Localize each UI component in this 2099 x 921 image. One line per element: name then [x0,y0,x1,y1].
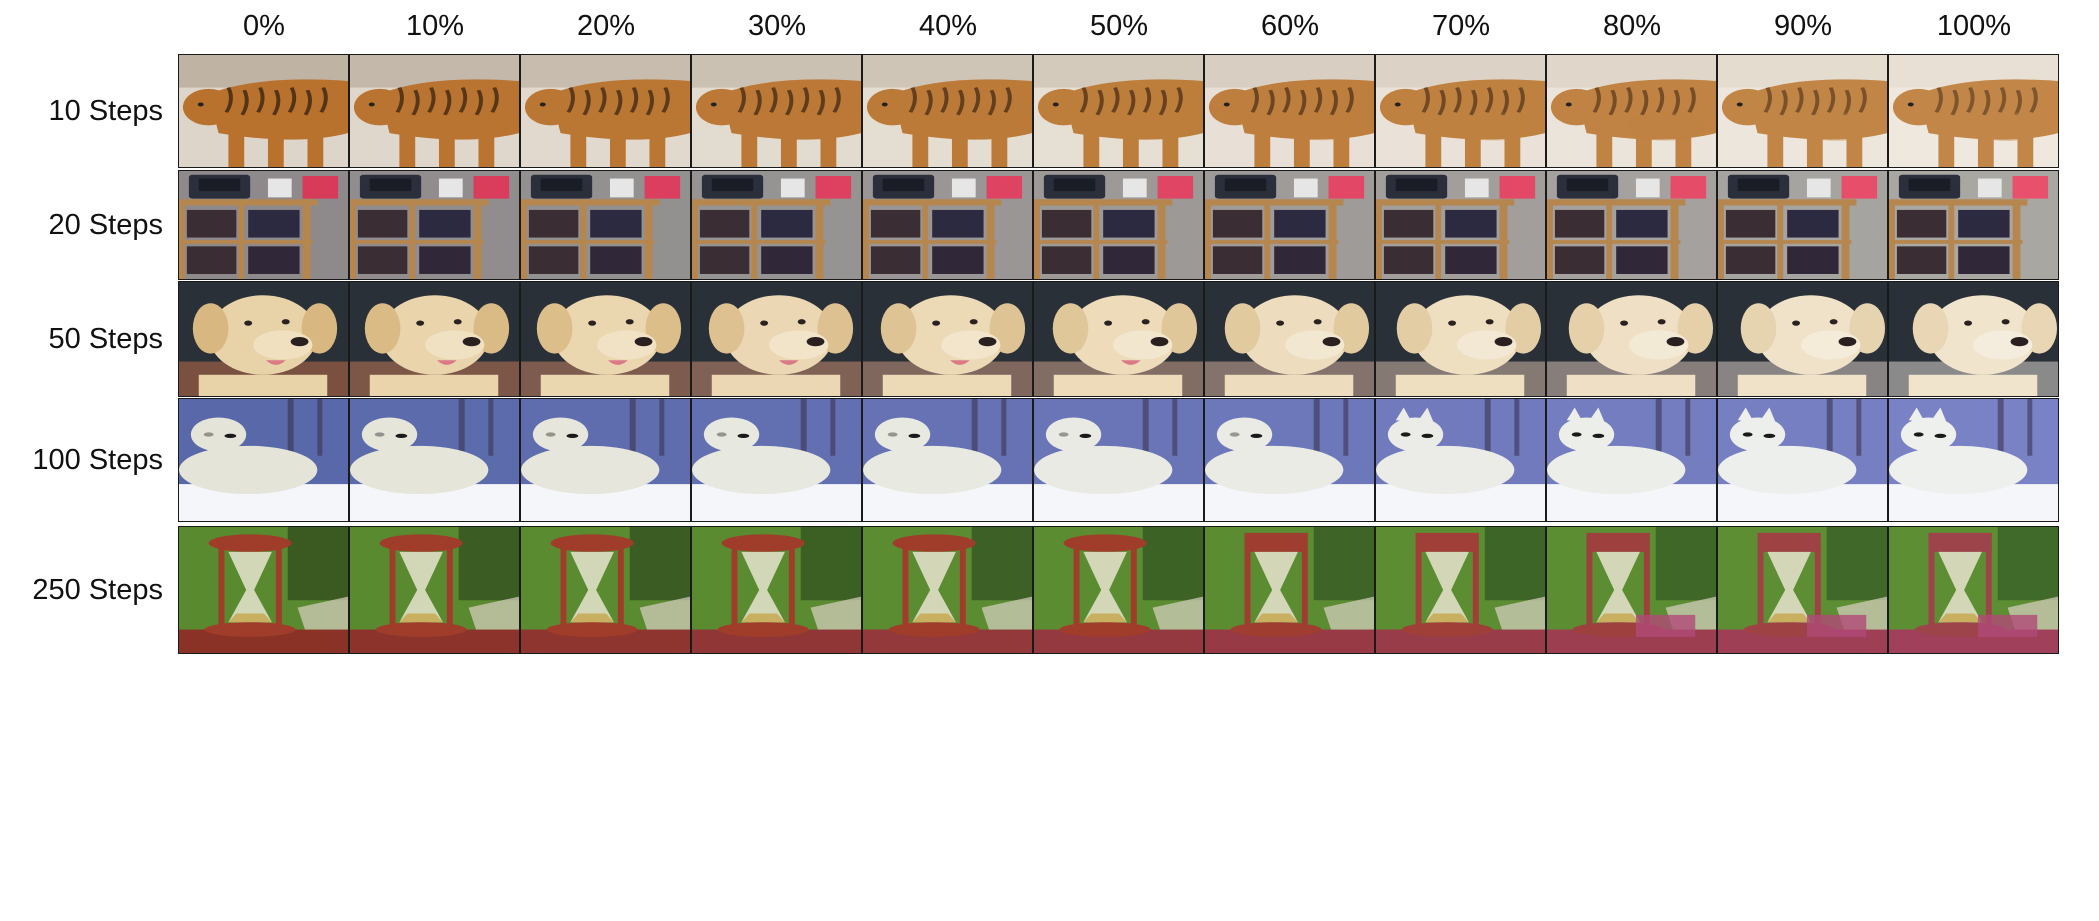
column-header: 80% [1602,10,1662,42]
generated-image-hourglass-on-grass [1204,526,1375,654]
generated-image-shelf-with-printers [1204,170,1375,280]
column-header: 40% [918,10,978,42]
generated-image-golden-retriever [1888,281,2059,397]
generated-image-golden-retriever [862,281,1033,397]
generated-image-shelf-with-printers [1546,170,1717,280]
generated-image-arctic-fox-in-snow [1888,398,2059,522]
generated-image-golden-retriever [1717,281,1888,397]
generated-image-golden-retriever [691,281,862,397]
generated-image-tiger-in-snow [520,54,691,168]
generated-image-tiger-in-snow [349,54,520,168]
generated-image-shelf-with-printers [349,170,520,280]
column-header: 30% [747,10,807,42]
column-header: 70% [1431,10,1491,42]
generated-image-golden-retriever [520,281,691,397]
generated-image-shelf-with-printers [1888,170,2059,280]
column-headers: 0% 10% 20% 30% 40% 50% 60% 70% 80% 90% 100% [0,0,2099,54]
generated-image-golden-retriever [1375,281,1546,397]
generated-image-shelf-with-printers [520,170,691,280]
column-header: 20% [576,10,636,42]
generated-image-arctic-fox-in-snow [349,398,520,522]
generated-image-tiger-in-snow [691,54,862,168]
generated-image-shelf-with-printers [178,170,349,280]
generated-image-hourglass-on-grass [1375,526,1546,654]
generated-image-golden-retriever [1204,281,1375,397]
generated-image-hourglass-on-grass [520,526,691,654]
column-header: 100% [1936,10,2012,42]
generated-image-golden-retriever [178,281,349,397]
column-header: 90% [1773,10,1833,42]
column-header: 10% [405,10,465,42]
generated-image-hourglass-on-grass [1717,526,1888,654]
generated-image-golden-retriever [349,281,520,397]
generated-image-hourglass-on-grass [1546,526,1717,654]
generated-image-shelf-with-printers [1033,170,1204,280]
row-label: 50 Steps [48,323,163,355]
row-labels: 10 Steps 20 Steps 50 Steps 100 Steps 250 Ste… [0,0,176,921]
generated-image-arctic-fox-in-snow [862,398,1033,522]
generated-image-tiger-in-snow [1717,54,1888,168]
generated-image-arctic-fox-in-snow [1717,398,1888,522]
row-label: 10 Steps [48,95,163,127]
generated-image-tiger-in-snow [1204,54,1375,168]
row-label: 20 Steps [48,209,163,241]
generated-image-shelf-with-printers [862,170,1033,280]
row-label: 250 Steps [32,574,163,606]
generated-image-arctic-fox-in-snow [1375,398,1546,522]
generated-image-arctic-fox-in-snow [178,398,349,522]
row-label: 100 Steps [32,444,163,476]
generated-image-golden-retriever [1546,281,1717,397]
generated-image-hourglass-on-grass [1033,526,1204,654]
generated-image-hourglass-on-grass [349,526,520,654]
generated-image-arctic-fox-in-snow [1546,398,1717,522]
generated-image-tiger-in-snow [1033,54,1204,168]
generated-image-arctic-fox-in-snow [691,398,862,522]
column-header: 60% [1260,10,1320,42]
generated-image-shelf-with-printers [1717,170,1888,280]
generated-image-hourglass-on-grass [691,526,862,654]
generated-image-tiger-in-snow [1888,54,2059,168]
generated-image-tiger-in-snow [1375,54,1546,168]
generated-image-arctic-fox-in-snow [1033,398,1204,522]
generated-image-tiger-in-snow [862,54,1033,168]
generated-image-hourglass-on-grass [178,526,349,654]
generated-image-tiger-in-snow [1546,54,1717,168]
generated-image-arctic-fox-in-snow [1204,398,1375,522]
generated-image-hourglass-on-grass [1888,526,2059,654]
column-header: 50% [1089,10,1149,42]
generated-image-arctic-fox-in-snow [520,398,691,522]
generated-image-tiger-in-snow [178,54,349,168]
generated-image-golden-retriever [1033,281,1204,397]
generated-image-shelf-with-printers [1375,170,1546,280]
column-header: 0% [243,10,285,42]
generated-image-shelf-with-printers [691,170,862,280]
generated-image-hourglass-on-grass [862,526,1033,654]
